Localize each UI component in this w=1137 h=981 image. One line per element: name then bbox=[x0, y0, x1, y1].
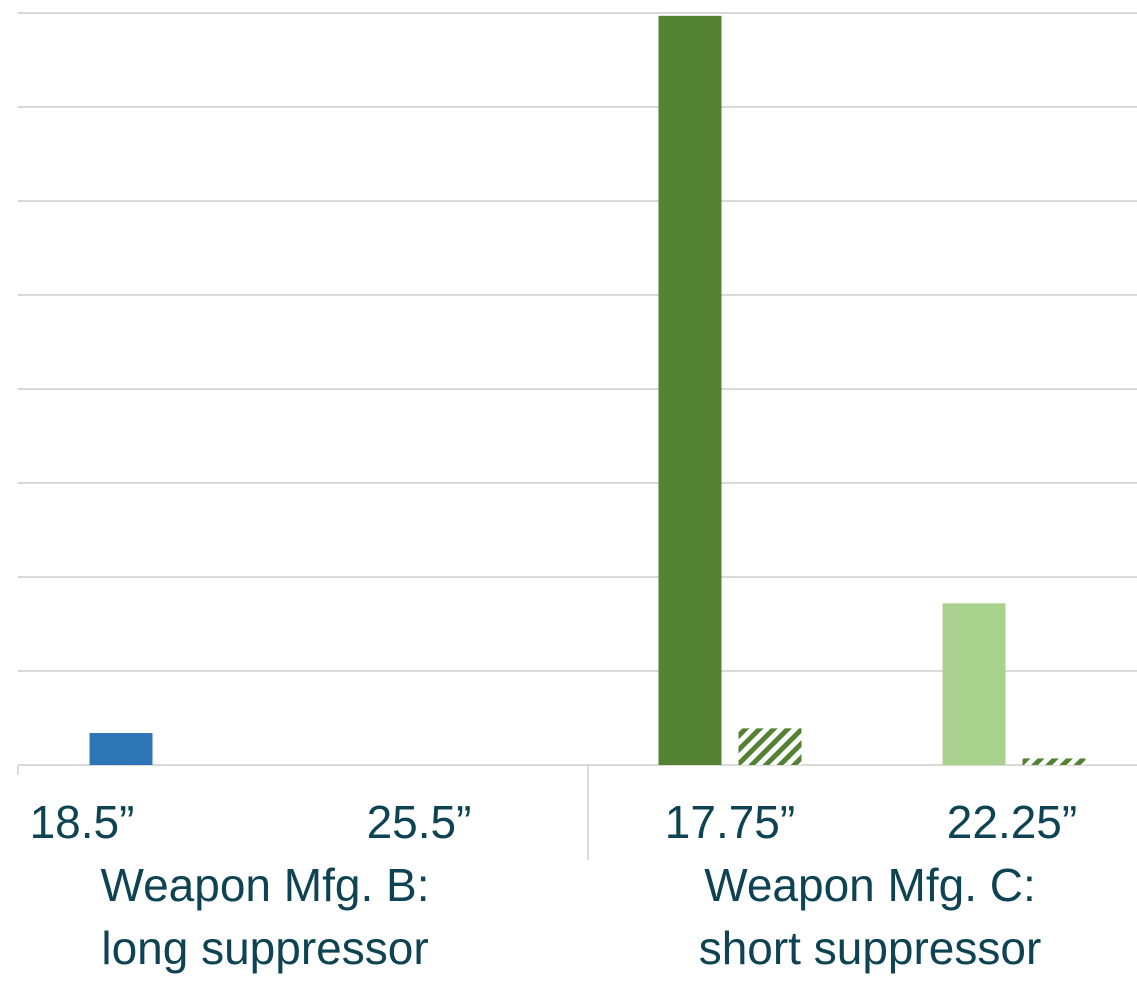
bar bbox=[1022, 758, 1086, 765]
bar bbox=[658, 15, 722, 765]
group-label: short suppressor bbox=[699, 922, 1042, 974]
group-label: Weapon Mfg. B: bbox=[101, 859, 430, 911]
x-tick-label: 18.5” bbox=[30, 796, 135, 848]
x-tick-label: 22.25” bbox=[947, 796, 1077, 848]
bar bbox=[942, 603, 1006, 765]
x-tick-label: 25.5” bbox=[367, 796, 472, 848]
bar bbox=[738, 728, 802, 765]
x-tick-label: 17.75” bbox=[665, 796, 795, 848]
group-label: Weapon Mfg. C: bbox=[704, 859, 1036, 911]
bar bbox=[89, 733, 153, 765]
group-label: long suppressor bbox=[101, 922, 428, 974]
